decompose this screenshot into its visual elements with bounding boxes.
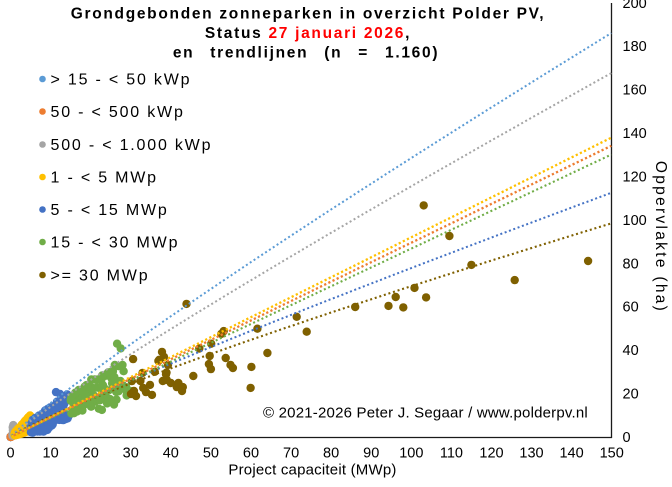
svg-text:70: 70 [283,446,299,462]
svg-text:100: 100 [623,213,647,229]
svg-text:100: 100 [399,446,423,462]
svg-text:1 - < 5 MWp: 1 - < 5 MWp [51,170,158,187]
svg-text:20: 20 [623,387,639,403]
svg-text:30: 30 [123,446,139,462]
svg-text:>= 30 MWp: >= 30 MWp [51,268,150,285]
svg-text:50 - < 500 kWp: 50 - < 500 kWp [51,104,185,121]
svg-text:en trendlijnen (n = 1.160): en trendlijnen (n = 1.160) [173,45,439,62]
svg-text:10: 10 [43,446,59,462]
svg-text:60: 60 [623,300,639,316]
svg-text:© 2021-2026 Peter J. Segaar /: © 2021-2026 Peter J. Segaar / www.polder… [263,405,588,422]
svg-text:Oppervlakte (ha): Oppervlakte (ha) [652,161,669,313]
svg-text:140: 140 [623,126,647,142]
svg-text:0: 0 [623,430,631,446]
svg-text:> 15 - < 50 kWp: > 15 - < 50 kWp [51,72,192,89]
svg-text:110: 110 [440,446,463,462]
svg-text:80: 80 [623,256,639,272]
svg-text:150: 150 [600,446,624,462]
svg-text:130: 130 [519,446,543,462]
svg-text:20: 20 [83,446,99,462]
svg-text:120: 120 [623,169,647,185]
svg-text:140: 140 [559,446,583,462]
svg-text:80: 80 [323,446,339,462]
svg-text:Status 27 januari 2026,: Status 27 januari 2026, [205,25,411,42]
svg-text:5 - < 15 MWp: 5 - < 15 MWp [51,202,169,219]
svg-text:160: 160 [623,83,647,99]
svg-text:200: 200 [623,0,647,12]
svg-text:120: 120 [479,446,503,462]
svg-text:15 - < 30 MWp: 15 - < 30 MWp [51,235,180,252]
svg-text:Project capaciteit (MWp): Project capaciteit (MWp) [228,462,396,479]
svg-text:Grondgebonden zonneparken in o: Grondgebonden zonneparken in overzicht P… [71,5,546,22]
svg-text:40: 40 [623,343,639,359]
svg-text:180: 180 [623,39,647,55]
svg-text:40: 40 [163,446,179,462]
svg-text:50: 50 [203,446,219,462]
svg-text:500 - < 1.000 kWp: 500 - < 1.000 kWp [51,137,213,154]
svg-text:60: 60 [243,446,259,462]
svg-text:90: 90 [363,446,379,462]
svg-text:0: 0 [6,446,14,462]
